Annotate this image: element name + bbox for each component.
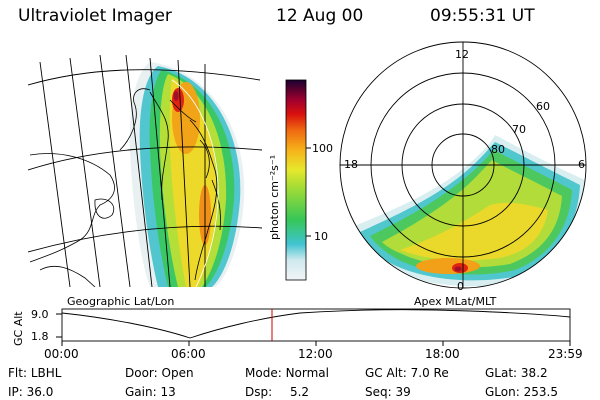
polar-aurora-darkred: [454, 266, 462, 272]
info-filter: Flt: LBHL: [8, 366, 62, 380]
info-seq: Seq: 39: [365, 385, 411, 399]
gc-alt-ytick-1.8: 1.8: [31, 330, 49, 343]
polar-grid: [339, 41, 587, 289]
gc-alt-ylabel: GC Alt: [12, 311, 25, 346]
polar-panel-label: Apex MLat/MLT: [414, 295, 497, 308]
lat-label-60: 60: [536, 100, 550, 113]
colorbar-tick-100: 100: [312, 142, 333, 155]
polar-aurora-yellow: [400, 202, 548, 261]
xtick-1200: 12:00: [298, 347, 333, 361]
xtick-0000: 00:00: [44, 347, 79, 361]
time-label: 09:55:31 UT: [430, 6, 535, 26]
gc-alt-plot: 9.0 1.8 GC Alt 00:00 06:00 12:00 18:00 2…: [12, 308, 583, 361]
mlt-label-6: 6: [578, 158, 585, 171]
gc-alt-curve: [61, 309, 571, 339]
info-ip: IP: 36.0: [8, 385, 54, 399]
info-glat: GLat: 38.2: [485, 366, 548, 380]
xtick-0600: 06:00: [171, 347, 206, 361]
coastlines: [29, 88, 221, 287]
geo-panel-label: Geographic Lat/Lon: [67, 295, 174, 308]
xtick-2359: 23:59: [548, 347, 583, 361]
aurora-darkred-spot: [173, 91, 179, 101]
colorbar: 100 10 photon cm⁻²s⁻¹: [268, 79, 333, 281]
polar-aurora-orange: [416, 258, 480, 274]
mlt-label-18: 18: [344, 158, 358, 171]
polar-plot: 12 18 6 0 60 70 80: [339, 41, 587, 293]
intensity-contour: [171, 79, 219, 287]
mlt-label-0: 0: [457, 280, 464, 293]
lat-label-80: 80: [491, 143, 505, 156]
geographic-map: [28, 55, 263, 287]
lat-label-70: 70: [512, 123, 526, 136]
header: Ultraviolet Imager 12 Aug 00 09:55:31 UT: [0, 6, 600, 30]
latlon-grid: [28, 55, 263, 287]
colorbar-unit-label: photon cm⁻²s⁻¹: [268, 155, 281, 240]
date-label: 12 Aug 00: [276, 6, 364, 26]
info-door: Door: Open: [125, 366, 194, 380]
gc-alt-ytick-9: 9.0: [31, 308, 49, 321]
mlt-label-12: 12: [455, 48, 469, 61]
aurora-red-spot: [172, 88, 184, 112]
info-gain: Gain: 13: [125, 385, 176, 399]
instrument-title: Ultraviolet Imager: [18, 6, 172, 26]
info-gcalt: GC Alt: 7.0 Re: [365, 366, 449, 380]
xtick-1800: 18:00: [425, 347, 460, 361]
info-mode: Mode: Normal: [245, 366, 329, 380]
info-glon: GLon: 253.5: [485, 385, 558, 399]
info-dsp: Dsp: 5.2: [245, 385, 310, 399]
colorbar-tick-10: 10: [314, 230, 328, 243]
